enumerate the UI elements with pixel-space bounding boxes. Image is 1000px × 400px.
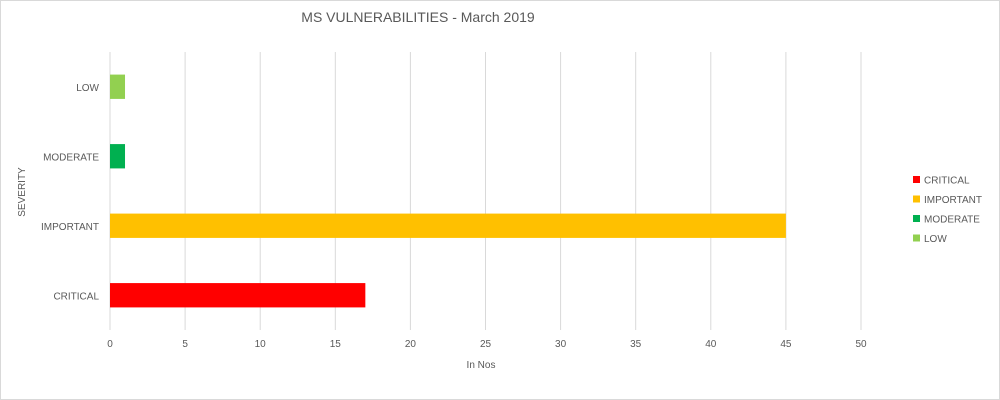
x-tick-label: 25 [480, 339, 492, 350]
y-axis-title: SEVERITY [17, 167, 28, 217]
chart-title: MS VULNERABILITIES - March 2019 [301, 9, 535, 25]
bars [110, 74, 786, 308]
bar-critical [110, 283, 366, 308]
bar-low [110, 74, 126, 99]
x-tick-label: 10 [255, 339, 267, 350]
x-tick-label: 35 [630, 339, 642, 350]
legend: CRITICAL IMPORTANT MODERATE LOW [913, 176, 982, 245]
y-tick-label: MODERATE [43, 152, 99, 163]
x-tick-label: 20 [405, 339, 417, 350]
y-axis-labels: CRITICAL IMPORTANT MODERATE LOW [41, 83, 100, 303]
x-axis-title: In Nos [467, 360, 496, 371]
y-tick-label: LOW [76, 83, 99, 94]
x-tick-label: 40 [705, 339, 717, 350]
x-tick-label: 45 [780, 339, 792, 350]
legend-label: LOW [924, 234, 947, 245]
bar-important [110, 213, 786, 238]
y-tick-label: CRITICAL [53, 291, 99, 302]
x-tick-label: 5 [182, 339, 188, 350]
x-tick-label: 0 [107, 339, 113, 350]
x-axis-labels: 0 5 10 15 20 25 30 35 40 45 50 [107, 339, 867, 350]
legend-swatch [913, 195, 920, 203]
x-tick-label: 30 [555, 339, 567, 350]
x-tick-label: 50 [855, 339, 867, 350]
x-tick-label: 15 [330, 339, 342, 350]
legend-label: MODERATE [924, 215, 980, 226]
legend-swatch [913, 234, 920, 242]
legend-swatch [913, 176, 920, 183]
bar-moderate [110, 144, 126, 169]
y-tick-label: IMPORTANT [41, 222, 99, 233]
legend-label: IMPORTANT [924, 195, 982, 206]
legend-label: CRITICAL [924, 176, 970, 187]
legend-swatch [913, 215, 920, 222]
